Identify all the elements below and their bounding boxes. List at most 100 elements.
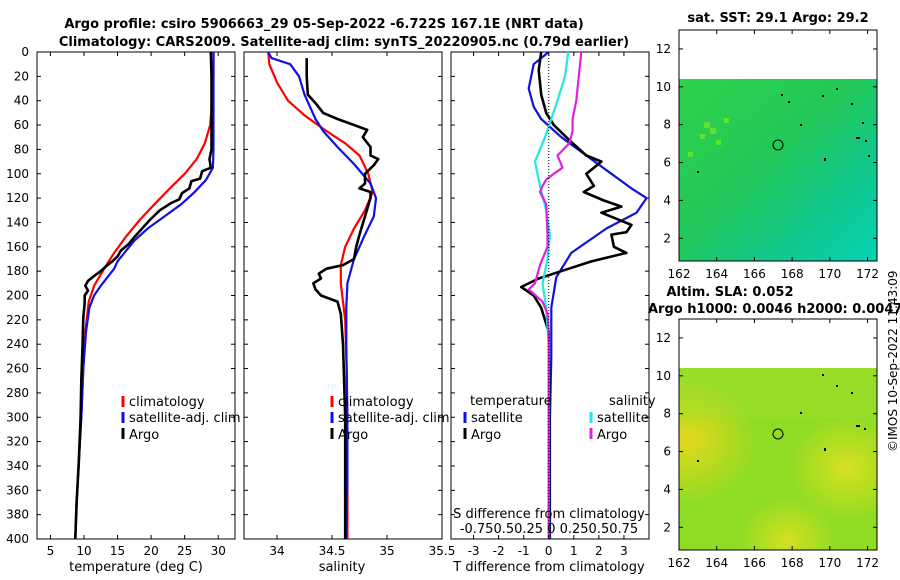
map-y-tick-label: 2 xyxy=(663,231,671,245)
sla-land-specks xyxy=(697,374,866,462)
series-line-t-argo xyxy=(519,51,633,539)
map-x-tick-label: 172 xyxy=(856,556,879,570)
series-line-argo xyxy=(74,51,213,540)
x-tick-label: 35 xyxy=(379,544,394,558)
x-tick-label: 34.5 xyxy=(319,544,346,558)
map-x-tick-label: 164 xyxy=(705,556,728,570)
series-line-argo xyxy=(305,58,380,539)
map-x-tick-label: 166 xyxy=(743,267,766,281)
map-y-tick-label: 4 xyxy=(663,482,671,496)
legend-climatology: climatology xyxy=(129,395,205,410)
depth-tick-label: 80 xyxy=(14,142,29,156)
x-tick-label: 10 xyxy=(76,544,91,558)
difference-x-ticks: -3 -2 -1 0 1 2 3 xyxy=(468,52,628,558)
map-y-tick-label: 10 xyxy=(656,80,671,94)
sst-field xyxy=(679,79,877,261)
map-y-tick-label: 10 xyxy=(656,369,671,383)
salinity-x-ticks: 34 34.5 35 35.5 xyxy=(269,52,455,558)
depth-tick-label: 320 xyxy=(6,435,29,449)
legend-satellite: satellite-adj. clim xyxy=(129,411,241,426)
depth-tick-label: 20 xyxy=(14,69,29,83)
sst-warm-pixels xyxy=(688,118,729,157)
salinity-x-label: salinity xyxy=(319,560,366,575)
legend-climatology: climatology xyxy=(338,395,414,410)
sla-map-subtitle: Argo h1000: 0.0046 h2000: 0.0047 xyxy=(648,302,900,317)
sst-y-ticks: 2 4 6 8 10 12 xyxy=(656,42,877,245)
map-x-tick-label: 170 xyxy=(818,267,841,281)
depth-tick-label: 180 xyxy=(6,264,29,278)
map-y-tick-label: 6 xyxy=(663,445,671,459)
depth-tick-label: 220 xyxy=(6,313,29,327)
s-difference-label: S difference from climatology xyxy=(453,507,645,522)
depth-tick-labels: 0 20 40 60 80 100 120 140 160 180 200 220 240 260 280 3… xyxy=(6,45,29,546)
imos-watermark: ©IMOS 10-Sep-2022 11:43:09 xyxy=(886,270,900,452)
salinity-legend: climatology satellite-adj. clim Argo xyxy=(330,395,450,443)
x-tick-label: -2 xyxy=(493,544,505,558)
map-y-tick-label: 8 xyxy=(663,118,671,132)
map-x-tick-label: 170 xyxy=(818,556,841,570)
sla-y-ticks: 2 4 6 8 10 12 xyxy=(656,331,877,534)
legend-t-argo: Argo xyxy=(471,428,501,443)
legend-satellite: satellite-adj. clim xyxy=(338,411,450,426)
difference-legend: temperature satellite Argo salinity sate… xyxy=(463,394,656,443)
x-tick-label: 3 xyxy=(620,544,628,558)
difference-series xyxy=(519,51,648,539)
x-tick-label: 1 xyxy=(570,544,578,558)
depth-tick-label: 100 xyxy=(6,167,29,181)
legend-s-argo: Argo xyxy=(597,428,627,443)
series-line-s-satellite xyxy=(533,51,570,539)
figure-title: Argo profile: csiro 5906663_29 05-Sep-20… xyxy=(64,17,583,32)
sla-north-band xyxy=(679,368,877,418)
legend-t-satellite: satellite xyxy=(471,411,523,426)
series-line-satellite-adj-clim xyxy=(74,52,215,540)
map-x-tick-label: 162 xyxy=(668,556,691,570)
x-tick-label: 0 xyxy=(545,544,553,558)
x-tick-label: 15 xyxy=(110,544,125,558)
sst-land-specks xyxy=(697,88,870,173)
figure-subtitle: Climatology: CARS2009. Satellite-adj cli… xyxy=(59,35,629,50)
depth-tick-label: 140 xyxy=(6,215,29,229)
depth-tick-label: 40 xyxy=(14,94,29,108)
s-difference-ticks: -0.750.50.25 0 0.250.50.75 xyxy=(460,522,638,537)
map-y-tick-label: 4 xyxy=(663,193,671,207)
temperature-legend: climatology satellite-adj. clim Argo xyxy=(121,395,241,443)
sla-high-south xyxy=(679,368,877,550)
map-y-tick-label: 2 xyxy=(663,520,671,534)
difference-x-label: T difference from climatology xyxy=(452,560,645,575)
series-line-t-satellite xyxy=(527,51,648,539)
depth-tick-label: 260 xyxy=(6,362,29,376)
depth-tick-label: 380 xyxy=(6,508,29,522)
legend-s-satellite: satellite xyxy=(597,411,649,426)
map-x-tick-label: 168 xyxy=(781,556,804,570)
depth-tick-label: 340 xyxy=(6,459,29,473)
map-y-tick-label: 8 xyxy=(663,407,671,421)
depth-tick-label: 400 xyxy=(6,532,29,546)
legend-temperature-title: temperature xyxy=(470,394,552,409)
map-x-tick-label: 168 xyxy=(781,267,804,281)
temperature-x-ticks: 5 10 15 20 25 30 xyxy=(47,52,226,558)
temperature-panel xyxy=(36,51,236,540)
depth-tick-label: 280 xyxy=(6,386,29,400)
x-tick-label: 30 xyxy=(211,544,226,558)
map-y-tick-label: 12 xyxy=(656,42,671,56)
sla-map xyxy=(678,318,878,551)
x-tick-label: -1 xyxy=(518,544,530,558)
map-x-tick-label: 172 xyxy=(856,267,879,281)
x-tick-label: 20 xyxy=(143,544,158,558)
x-tick-label: 34 xyxy=(269,544,284,558)
depth-tick-label: 360 xyxy=(6,483,29,497)
map-y-tick-label: 12 xyxy=(656,331,671,345)
sst-argo-marker xyxy=(772,139,784,151)
x-tick-label: 35.5 xyxy=(429,544,456,558)
sla-map-frame xyxy=(678,318,878,551)
x-tick-label: 5 xyxy=(47,544,55,558)
series-line-climatology xyxy=(74,52,215,540)
sla-map-title: Altim. SLA: 0.052 xyxy=(667,285,794,300)
x-tick-label: -3 xyxy=(468,544,480,558)
map-x-tick-label: 166 xyxy=(743,556,766,570)
depth-tick-label: 60 xyxy=(14,118,29,132)
series-line-s-argo xyxy=(527,51,583,539)
depth-tick-label: 120 xyxy=(6,191,29,205)
temperature-series xyxy=(74,51,215,540)
legend-salinity-title: salinity xyxy=(609,394,656,409)
